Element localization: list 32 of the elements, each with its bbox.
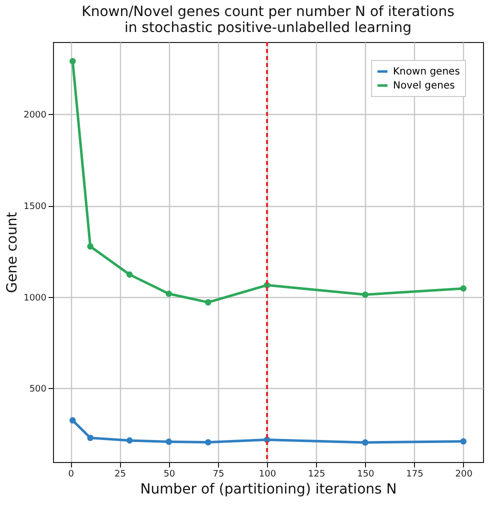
x-axis-title: Number of (partitioning) iterations N [140, 482, 397, 498]
y-axis-title: Gene count [4, 212, 21, 293]
x-tick-label: 50 [164, 470, 176, 480]
x-tick-label: 0 [68, 470, 74, 480]
x-tick-label: 150 [357, 470, 375, 480]
x-tick-label: 200 [455, 470, 473, 480]
point [460, 438, 467, 445]
x-tick-label: 100 [258, 470, 276, 480]
point [69, 417, 76, 424]
x-tick-label: 125 [308, 470, 326, 480]
point [204, 439, 212, 446]
point [460, 285, 467, 292]
point [362, 439, 368, 446]
legend-label: Novel genes [393, 80, 455, 92]
y-tick-label: 1000 [24, 293, 47, 304]
point [204, 299, 212, 306]
x-tick-label: 75 [212, 470, 224, 480]
point [126, 437, 133, 444]
y-tick-label: 2000 [24, 110, 47, 121]
y-tick-label: 500 [29, 384, 47, 395]
y-tick-label: 1500 [24, 202, 47, 212]
point [87, 434, 94, 442]
point [166, 290, 172, 297]
legend-label: Known genes [393, 66, 460, 78]
x-tick-label: 175 [406, 470, 424, 480]
point [87, 243, 94, 250]
point [69, 58, 76, 64]
point [362, 292, 368, 298]
x-tick-label: 25 [114, 470, 126, 480]
point [166, 438, 172, 445]
chart-title: Known/Novel genes count per number N of iterations in stochastic positive-unlabelled learning [82, 4, 454, 36]
point [126, 271, 133, 278]
